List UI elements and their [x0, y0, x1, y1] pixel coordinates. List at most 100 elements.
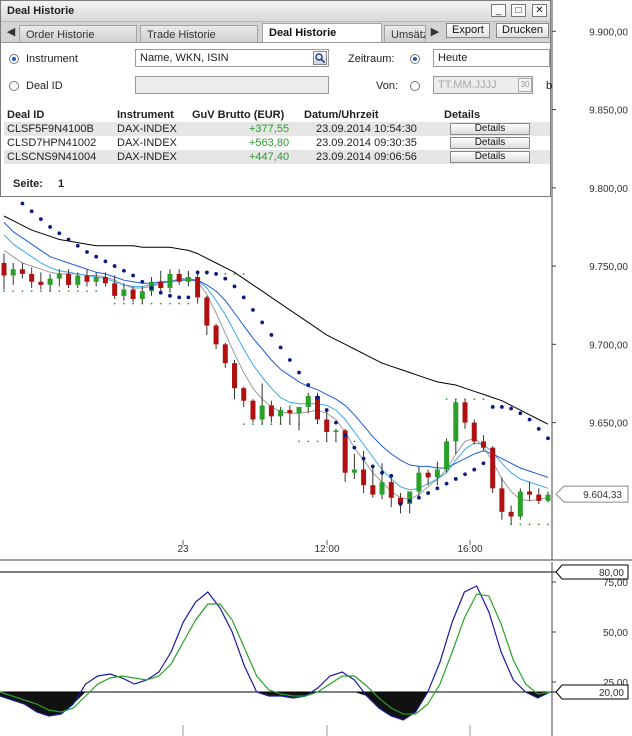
- header-deal-id[interactable]: Deal ID: [7, 109, 45, 121]
- header-details[interactable]: Details: [444, 109, 481, 121]
- candle-up: [416, 472, 422, 492]
- stoch-d-line: [0, 593, 551, 715]
- instrument-search-input[interactable]: Name, WKN, ISIN: [135, 49, 329, 67]
- psar-dot: [57, 231, 62, 236]
- y-tick-label: 9.700,00: [589, 340, 628, 351]
- von-radio[interactable]: [410, 81, 420, 91]
- level-badge-label: 20,00: [599, 688, 624, 699]
- dialog-titlebar[interactable]: Deal Historie _ □ ✕: [1, 1, 550, 22]
- support-dot: [113, 302, 116, 305]
- psar-dot: [334, 420, 338, 425]
- psar-dot: [481, 461, 486, 466]
- header-guv[interactable]: GuV Brutto (EUR): [192, 109, 285, 121]
- close-button[interactable]: ✕: [532, 4, 547, 17]
- oscillator-panel: 75,00 50,00 25,00 80,00 20,00: [0, 562, 629, 736]
- psar-dot: [186, 295, 191, 300]
- table-row[interactable]: CLSCNS9N41004 DAX-INDEX +447,40 23.09.20…: [4, 150, 550, 164]
- export-button[interactable]: Export: [446, 23, 490, 38]
- details-button[interactable]: Details: [450, 123, 530, 135]
- psar-dot: [518, 411, 523, 416]
- candle-down: [241, 388, 247, 401]
- candle-down: [471, 422, 477, 442]
- tab-order-historie[interactable]: Order Historie: [19, 25, 137, 42]
- psar-dot: [149, 286, 154, 290]
- support-dot: [3, 290, 5, 293]
- candle-down: [250, 400, 256, 420]
- tab-scroll-right-icon[interactable]: ▶: [430, 26, 440, 38]
- candle-down: [425, 472, 431, 478]
- deal-history-dialog[interactable]: Deal Historie _ □ ✕ ◀ Order Historie Tra…: [0, 0, 553, 197]
- psar-dot: [435, 486, 440, 491]
- psar-dot: [453, 477, 458, 481]
- candle-up: [139, 291, 145, 299]
- psar-dot: [315, 395, 320, 400]
- candle-up: [75, 275, 81, 285]
- x-tick-label: 23: [177, 544, 189, 555]
- support-dot: [95, 290, 98, 293]
- candle-down: [158, 281, 164, 288]
- moving-averages: [3, 215, 549, 502]
- psar-dot: [472, 467, 477, 472]
- zeitraum-label: Zeitraum:: [348, 53, 395, 65]
- header-datetime[interactable]: Datum/Uhrzeit: [304, 109, 379, 121]
- support-dot: [353, 440, 356, 443]
- level-badge-label: 80,00: [599, 568, 624, 579]
- candle-down: [1, 262, 7, 276]
- psar-dot: [85, 250, 89, 254]
- von-date-input[interactable]: TT.MM.JJJJ: [433, 76, 533, 94]
- psar-dot: [297, 370, 301, 375]
- candle-up: [434, 469, 440, 478]
- support-dot: [86, 290, 88, 293]
- support-dot: [58, 290, 61, 293]
- candle-down: [176, 273, 182, 282]
- psar-dot: [426, 491, 431, 495]
- candle-up: [47, 278, 53, 285]
- psar-dot: [94, 254, 99, 259]
- candle-down: [130, 289, 136, 299]
- print-button[interactable]: Drucken: [496, 23, 549, 38]
- tab-scroll-left-icon[interactable]: ◀: [6, 26, 16, 38]
- level-badge: [555, 564, 629, 580]
- instrument-radio[interactable]: [9, 54, 19, 64]
- zeitraum-select[interactable]: Heute: [433, 49, 550, 67]
- candle-up: [407, 491, 413, 504]
- support-dot: [159, 302, 162, 305]
- candle-up: [10, 269, 16, 276]
- details-button[interactable]: Details: [450, 151, 530, 163]
- support-dot: [224, 273, 227, 275]
- calendar-icon[interactable]: 30: [518, 78, 532, 92]
- details-button[interactable]: Details: [450, 137, 530, 149]
- instrument-label: Instrument: [26, 53, 78, 65]
- candle-down: [204, 297, 210, 326]
- deal-id-radio[interactable]: [9, 81, 19, 91]
- maximize-button[interactable]: □: [511, 4, 526, 17]
- psar-dot: [509, 406, 514, 411]
- candle-down: [342, 430, 348, 473]
- zeitraum-radio[interactable]: [410, 54, 420, 64]
- tab-umsaetze[interactable]: Umsätze: [384, 25, 426, 42]
- header-instrument[interactable]: Instrument: [117, 109, 174, 121]
- table-row[interactable]: CLSF5F9N4100B DAX-INDEX +377,55 23.09.20…: [4, 122, 550, 136]
- table-row[interactable]: CLSD7HPN41002 DAX-INDEX +563,80 23.09.20…: [4, 136, 550, 150]
- candle-down: [324, 419, 330, 432]
- tab-deal-historie[interactable]: Deal Historie: [262, 23, 382, 42]
- candle-down: [195, 277, 201, 298]
- cell-instrument: DAX-INDEX: [117, 123, 177, 135]
- bis-label: b: [546, 80, 553, 92]
- tab-trade-historie[interactable]: Trade Historie: [140, 25, 258, 42]
- candle-down: [508, 511, 514, 517]
- search-icon[interactable]: [313, 51, 327, 65]
- deal-id-input[interactable]: [135, 76, 329, 94]
- psar-dot: [527, 417, 532, 422]
- candle-up: [545, 494, 551, 501]
- psar-dot: [407, 498, 412, 503]
- von-label: Von:: [376, 80, 399, 92]
- candle-up: [93, 277, 99, 282]
- cell-datetime: 23.09.2014 10:54:30: [316, 123, 417, 135]
- minimize-button[interactable]: _: [491, 4, 506, 17]
- y-tick-label: 9.800,00: [589, 184, 628, 195]
- psar-dot: [361, 456, 366, 461]
- candle-up: [351, 469, 357, 473]
- deal-id-label: Deal ID: [26, 80, 63, 92]
